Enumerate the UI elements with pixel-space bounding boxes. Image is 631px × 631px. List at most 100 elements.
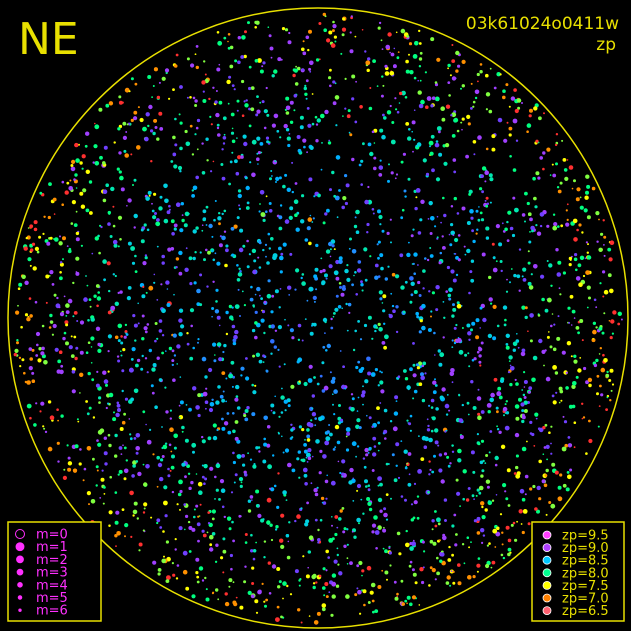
- star: [119, 175, 124, 181]
- star: [175, 53, 179, 57]
- star: [179, 508, 181, 511]
- star: [429, 254, 434, 258]
- star: [170, 450, 173, 453]
- star: [235, 395, 239, 398]
- star: [114, 335, 119, 340]
- star: [447, 81, 451, 84]
- star: [227, 430, 232, 435]
- star: [490, 302, 493, 305]
- star: [505, 345, 510, 350]
- star: [153, 273, 156, 276]
- star: [468, 189, 473, 194]
- star: [156, 218, 160, 222]
- star: [411, 541, 416, 547]
- star: [557, 225, 560, 228]
- star: [307, 550, 311, 554]
- star: [303, 443, 307, 447]
- star: [101, 469, 104, 472]
- star: [356, 587, 359, 590]
- star: [608, 257, 613, 262]
- star: [230, 112, 235, 117]
- star: [96, 296, 102, 301]
- star: [422, 361, 427, 366]
- star: [85, 169, 91, 174]
- star: [276, 567, 281, 571]
- star: [451, 524, 455, 528]
- star: [246, 265, 250, 269]
- star: [443, 213, 447, 218]
- star: [448, 287, 453, 293]
- star: [368, 446, 372, 451]
- star: [297, 323, 302, 328]
- star: [89, 305, 92, 308]
- star: [188, 526, 193, 530]
- star: [583, 208, 588, 213]
- star: [254, 335, 258, 340]
- star: [308, 29, 312, 34]
- star: [502, 406, 508, 412]
- star: [362, 142, 365, 146]
- star: [423, 445, 428, 450]
- star: [434, 142, 440, 148]
- star: [462, 497, 466, 501]
- star: [303, 381, 308, 387]
- star: [380, 266, 384, 271]
- star: [195, 557, 200, 562]
- star: [102, 502, 105, 505]
- star: [446, 455, 450, 459]
- star: [461, 543, 465, 546]
- star: [215, 543, 219, 547]
- star: [98, 401, 101, 404]
- star: [400, 440, 403, 442]
- star: [545, 376, 551, 382]
- star: [533, 445, 536, 447]
- star: [441, 235, 444, 238]
- star: [96, 469, 99, 472]
- star: [603, 312, 606, 315]
- star: [610, 389, 613, 392]
- star: [477, 412, 481, 416]
- star: [466, 114, 471, 119]
- star: [471, 494, 475, 498]
- star: [221, 176, 226, 181]
- star: [532, 176, 536, 181]
- star: [289, 206, 294, 211]
- star: [476, 516, 481, 521]
- star: [169, 469, 172, 472]
- star: [398, 476, 400, 479]
- star: [112, 205, 115, 208]
- star: [450, 368, 455, 373]
- star: [350, 15, 353, 18]
- star: [509, 281, 511, 284]
- star: [478, 360, 482, 364]
- star: [212, 258, 216, 262]
- star: [451, 346, 454, 348]
- star: [178, 526, 183, 531]
- star: [377, 421, 380, 425]
- magnitude-marker: [15, 542, 25, 552]
- star: [211, 235, 214, 238]
- star: [130, 77, 134, 81]
- star: [472, 105, 475, 108]
- star: [606, 396, 609, 399]
- star: [218, 498, 221, 501]
- star: [263, 300, 267, 304]
- star: [378, 327, 383, 332]
- star: [600, 393, 604, 397]
- star: [102, 370, 107, 375]
- star: [355, 455, 357, 458]
- star: [467, 352, 470, 355]
- star: [21, 358, 25, 362]
- star: [489, 397, 495, 403]
- star: [445, 581, 450, 585]
- star: [551, 394, 555, 398]
- star: [228, 75, 232, 79]
- star: [325, 549, 330, 554]
- star: [520, 402, 525, 407]
- star: [334, 95, 340, 100]
- star: [245, 357, 248, 360]
- star: [120, 187, 125, 192]
- star: [140, 228, 144, 232]
- star: [255, 157, 260, 161]
- star: [130, 535, 133, 539]
